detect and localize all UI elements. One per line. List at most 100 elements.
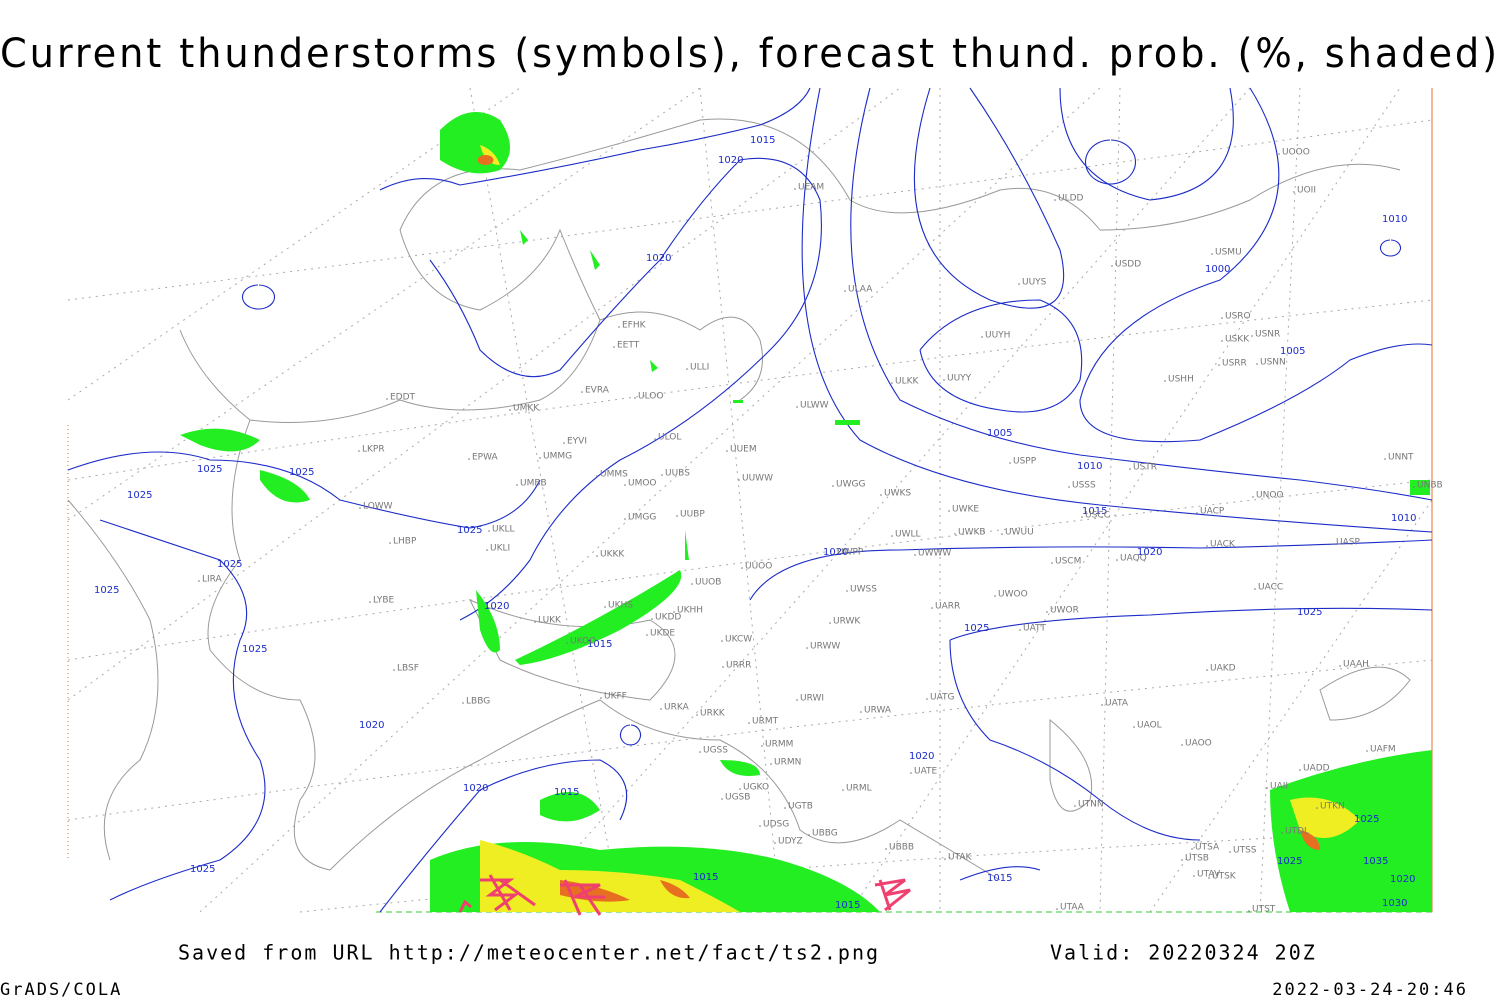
isobar-label: 1025 — [127, 490, 152, 501]
station-dot — [931, 607, 933, 609]
isobar-label: 1025 — [964, 623, 989, 634]
station-label: LIRA — [202, 575, 223, 585]
station-label: URMT — [752, 717, 779, 727]
station-label: UWOR — [1050, 606, 1079, 616]
station-label: UADD — [1303, 764, 1330, 774]
station-dot — [981, 336, 983, 338]
station-dot — [1191, 848, 1193, 850]
station-label: USSS — [1072, 481, 1096, 491]
station-dot — [1018, 283, 1020, 285]
station-dot — [1068, 486, 1070, 488]
station-dot — [673, 611, 675, 613]
station-label: UMKK — [513, 404, 540, 414]
station-label: UTKN — [1320, 802, 1345, 812]
station-label: UWOO — [998, 590, 1028, 600]
station-dot — [358, 450, 360, 452]
station-dot — [806, 647, 808, 649]
station-dot — [613, 346, 615, 348]
station-label: UWKE — [952, 505, 979, 515]
station-dot — [1074, 805, 1076, 807]
isobar-label: 1025 — [217, 559, 242, 570]
station-label: URWK — [833, 617, 861, 627]
station-label: UUOO — [745, 562, 772, 572]
station-dot — [393, 669, 395, 671]
station-dot — [891, 382, 893, 384]
station-label: USHH — [1168, 375, 1194, 385]
station-dot — [651, 618, 653, 620]
station-dot — [1133, 726, 1135, 728]
station-dot — [566, 642, 568, 644]
station-label: UOOO — [1282, 148, 1310, 158]
isobar-label: 1010 — [1077, 461, 1102, 472]
station-dot — [563, 442, 565, 444]
station-label: LHBP — [393, 537, 417, 547]
station-dot — [842, 789, 844, 791]
station-dot — [696, 714, 698, 716]
station-label: ULWW — [800, 401, 829, 411]
station-label: UOII — [1297, 186, 1316, 196]
isobar-label: 1015 — [987, 873, 1012, 884]
isobar-label: 1010 — [1382, 214, 1407, 225]
station-dot — [1251, 335, 1253, 337]
isobar-label: 1025 — [457, 525, 482, 536]
station-label: URMN — [774, 758, 801, 768]
station-dot — [722, 666, 724, 668]
station-dot — [509, 409, 511, 411]
station-label: UTAK — [948, 853, 973, 863]
station-label: ULOO — [638, 392, 663, 402]
station-dot — [1413, 486, 1415, 488]
station-label: UTSK — [1212, 872, 1237, 882]
station-label: LUKK — [538, 616, 562, 626]
station-label: EFHK — [622, 321, 647, 331]
station-dot — [994, 595, 996, 597]
station-dot — [1181, 744, 1183, 746]
station-label: UDSG — [763, 820, 789, 830]
station-dot — [1051, 562, 1053, 564]
station-label: USNR — [1255, 330, 1280, 340]
isobar-label: 1025 — [197, 464, 222, 475]
station-label: UARR — [935, 602, 960, 612]
isobar-label: 1020 — [823, 547, 848, 558]
station-label: UUWW — [742, 474, 773, 484]
isobar-label: 1035 — [1363, 856, 1388, 867]
station-label: EYVI — [567, 437, 587, 447]
station-dot — [794, 188, 796, 190]
station-dot — [1248, 910, 1250, 912]
station-label: UAOL — [1137, 721, 1162, 731]
station-dot — [1206, 545, 1208, 547]
station-dot — [1208, 877, 1210, 879]
isobar-label: 1005 — [987, 428, 1012, 439]
isobar-label: 1015 — [835, 900, 860, 911]
station-dot — [646, 634, 648, 636]
isobar-label: 1020 — [718, 155, 743, 166]
isobar-label: 1015 — [587, 639, 612, 650]
isobar-label: 1025 — [1354, 814, 1379, 825]
station-label: URML — [846, 784, 872, 794]
isobar-label: 1020 — [1390, 874, 1415, 885]
station-label: UAFM — [1370, 745, 1396, 755]
grid — [67, 87, 1433, 913]
station-label: UTSB — [1185, 854, 1209, 864]
isobar-label: 1000 — [1205, 264, 1230, 275]
station-label: UUYH — [985, 331, 1010, 341]
station-label: UKDE — [650, 629, 675, 639]
station-label: UKDD — [655, 613, 681, 623]
station-dot — [624, 518, 626, 520]
station-label: UKFF — [604, 692, 627, 702]
station-label: EVRA — [585, 386, 610, 396]
station-label: UWUU — [1005, 528, 1034, 538]
station-dot — [808, 834, 810, 836]
isobar-label: 1030 — [1382, 898, 1407, 909]
station-dot — [1001, 533, 1003, 535]
station-label: UMMS — [600, 470, 628, 480]
station-label: URMM — [765, 740, 793, 750]
station-dot — [1019, 629, 1021, 631]
station-dot — [1384, 458, 1386, 460]
station-label: EPWA — [472, 453, 499, 463]
station-dot — [885, 848, 887, 850]
station-dot — [741, 567, 743, 569]
station-dot — [926, 698, 928, 700]
station-dot — [784, 807, 786, 809]
station-dot — [1221, 317, 1223, 319]
station-label: UWSS — [850, 585, 877, 595]
